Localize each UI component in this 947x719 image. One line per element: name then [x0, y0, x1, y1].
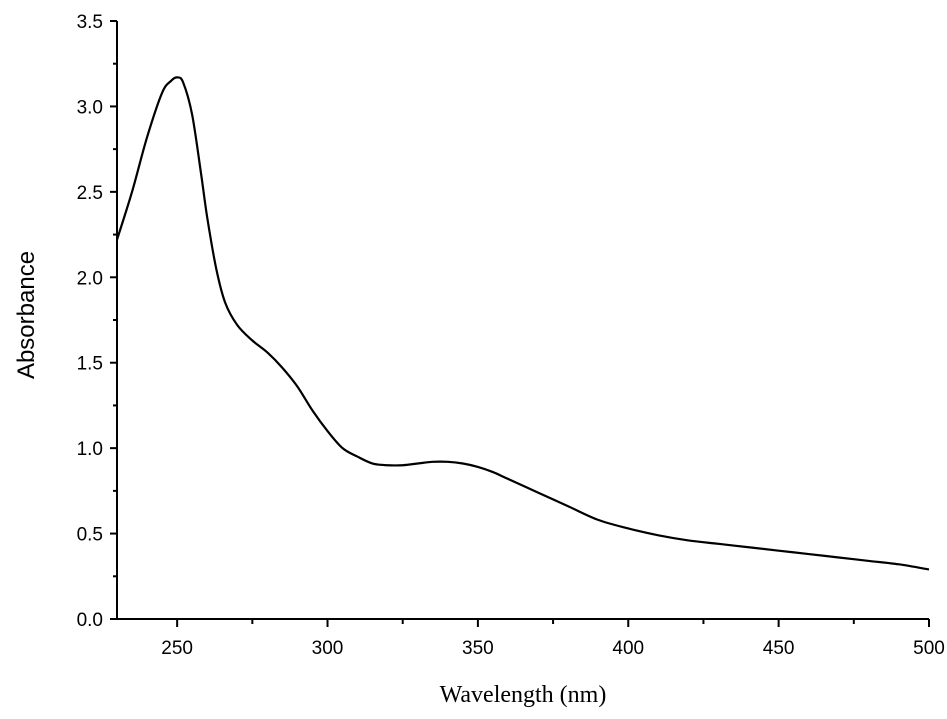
x-axis-label: Wavelength (nm): [440, 682, 607, 708]
y-tick-label: 1.5: [77, 354, 103, 375]
absorbance-series-line: [115, 76, 930, 571]
tick-labels: 0.0 0.5 1.0 1.5 2.0 2.5 3.0 3.5 250 300 350 400 450 5…: [77, 12, 945, 659]
y-axis-label: Absorbance: [13, 251, 40, 379]
x-tick-label: 450: [763, 638, 795, 659]
x-tick-label: 400: [612, 638, 644, 659]
y-tick-label: 2.5: [77, 183, 103, 204]
y-tick-label: 2.0: [77, 268, 103, 289]
x-tick-label: 300: [312, 638, 344, 659]
plot-area: [115, 76, 930, 571]
y-tick-label: 0.5: [77, 525, 103, 546]
y-tick-label: 3.5: [77, 12, 103, 33]
axes: [116, 21, 929, 620]
x-tick-label: 350: [462, 638, 494, 659]
y-tick-label: 1.0: [77, 439, 103, 460]
ticks: [110, 20, 930, 627]
x-tick-label: 500: [913, 638, 945, 659]
y-tick-label: 0.0: [77, 610, 103, 631]
y-tick-label: 3.0: [77, 97, 103, 118]
x-tick-label: 250: [161, 638, 193, 659]
